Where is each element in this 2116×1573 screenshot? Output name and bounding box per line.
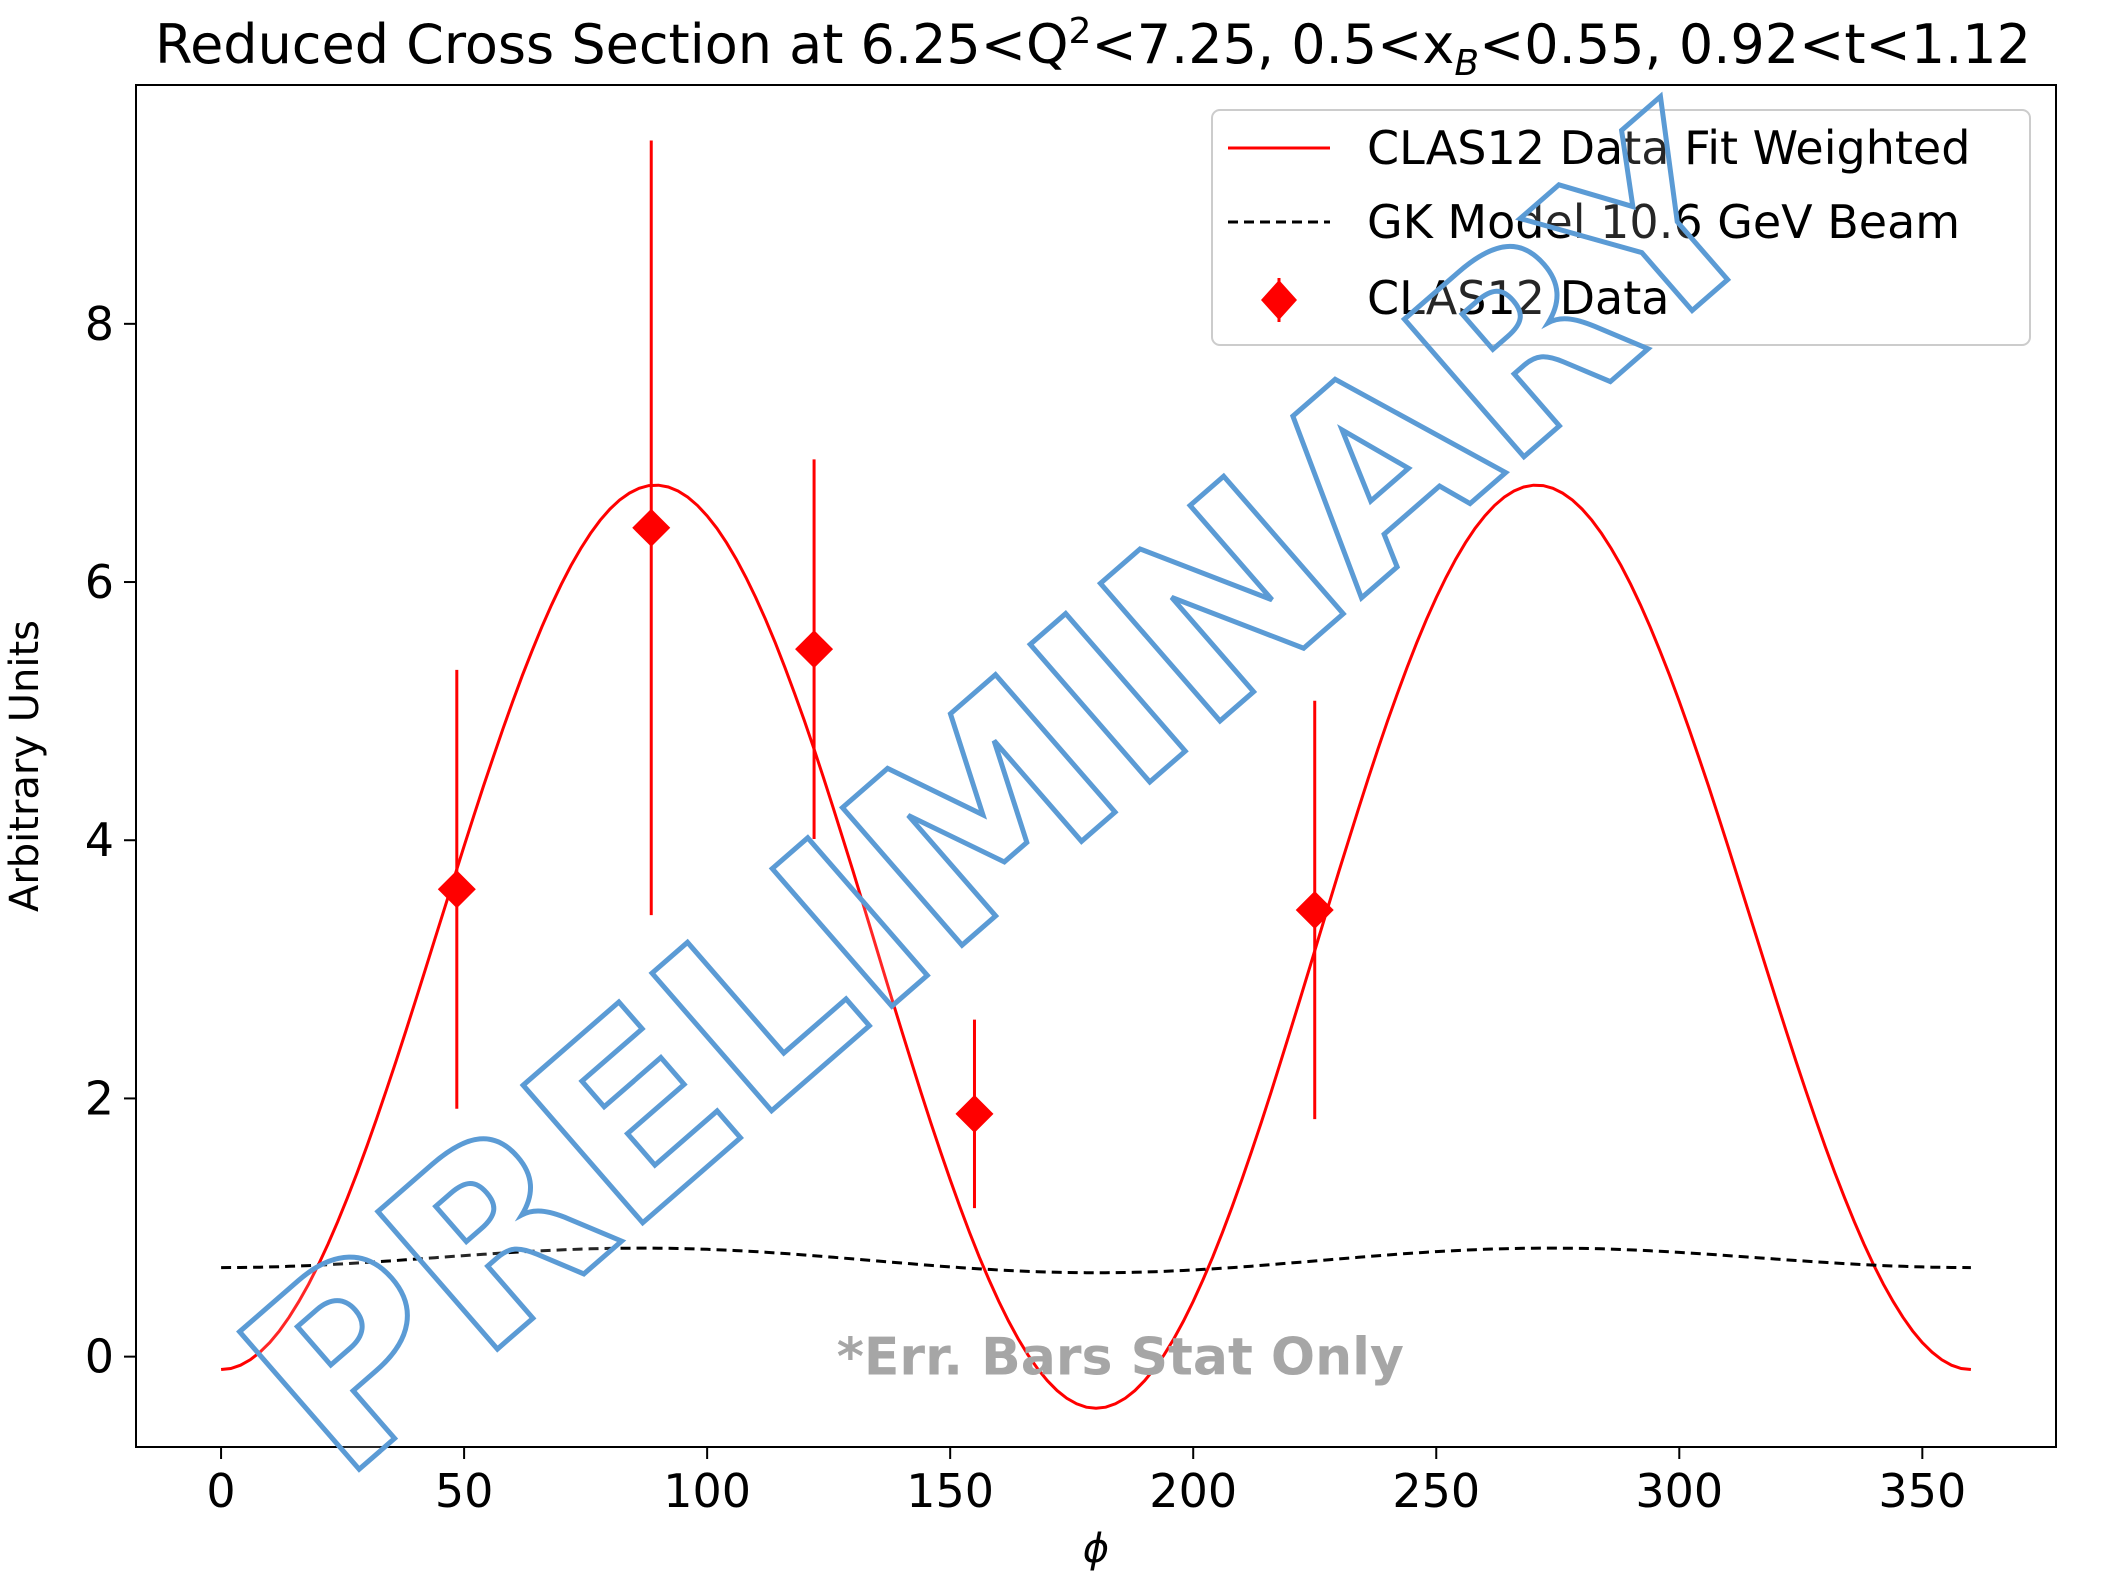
data-point	[795, 630, 834, 669]
data-point	[437, 870, 476, 909]
series-layer	[220, 140, 1972, 1410]
fit-line	[220, 483, 1972, 1410]
y-tick-label: 6	[85, 555, 114, 609]
x-axis-label: ϕ	[1083, 1526, 1109, 1572]
legend: CLAS12 Data Fit Weighted GK Model 10.6 G…	[1211, 109, 2031, 346]
title-prefix: Reduced Cross Section at 6.25<Q	[155, 13, 1069, 76]
title-mid: <7.25, 0.5<x	[1091, 13, 1454, 76]
legend-gk-label: GK Model 10.6 GeV Beam	[1367, 195, 1960, 249]
y-axis: 0 2 4 6 8	[85, 297, 136, 1384]
gk-model-line	[221, 1246, 1971, 1275]
legend-box	[1211, 109, 2031, 346]
x-tick-label: 0	[206, 1464, 235, 1518]
data-point	[955, 1094, 994, 1133]
x-tick-label: 50	[435, 1464, 494, 1518]
legend-data-marker	[1261, 280, 1297, 320]
x-tick-label: 100	[663, 1464, 751, 1518]
plot-frame	[135, 84, 2057, 1448]
y-tick-label: 2	[85, 1071, 114, 1125]
legend-fit-label: CLAS12 Data Fit Weighted	[1367, 121, 1970, 175]
title-superscript: 2	[1069, 11, 1092, 52]
x-tick-label: 300	[1635, 1464, 1723, 1518]
x-axis: 0 50 100 150 200 250 300 350	[206, 1447, 1966, 1518]
chart-title: Reduced Cross Section at 6.25<Q2<7.25, 0…	[155, 11, 2031, 84]
x-tick-label: 250	[1392, 1464, 1480, 1518]
y-axis-label: Arbitrary Units	[2, 620, 48, 912]
y-tick-label: 0	[85, 1330, 114, 1384]
title-suffix: <0.55, 0.92<t<1.12	[1479, 13, 2031, 76]
x-tick-label: 350	[1878, 1464, 1966, 1518]
legend-data-label: CLAS12 Data	[1367, 271, 1669, 325]
error-bar-note: *Err. Bars Stat Only	[837, 1328, 1404, 1388]
x-tick-label: 150	[906, 1464, 994, 1518]
title-subscript: B	[1454, 43, 1479, 84]
y-tick-label: 4	[85, 813, 114, 867]
data-point	[632, 508, 671, 547]
y-tick-label: 8	[85, 297, 114, 351]
x-tick-label: 200	[1149, 1464, 1237, 1518]
preliminary-watermark: PRELIMINARY	[190, 59, 1820, 1529]
data-point	[1295, 890, 1334, 929]
